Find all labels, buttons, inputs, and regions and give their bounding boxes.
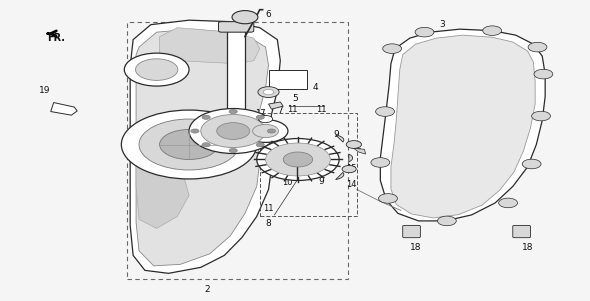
Circle shape <box>139 119 239 170</box>
Circle shape <box>256 115 264 119</box>
Text: 15: 15 <box>346 164 356 173</box>
Circle shape <box>346 141 362 148</box>
Circle shape <box>243 119 288 142</box>
Text: 4: 4 <box>313 83 319 92</box>
Text: 13: 13 <box>230 128 242 137</box>
Text: 5: 5 <box>292 94 298 103</box>
Circle shape <box>415 27 434 37</box>
Polygon shape <box>354 148 366 154</box>
Circle shape <box>437 216 456 226</box>
Text: 11: 11 <box>263 203 274 213</box>
Bar <box>268 70 307 89</box>
Polygon shape <box>349 154 353 162</box>
Circle shape <box>528 42 547 52</box>
Text: 3: 3 <box>440 20 445 29</box>
Circle shape <box>217 123 250 139</box>
Circle shape <box>263 89 274 95</box>
Circle shape <box>371 158 390 167</box>
Text: 16: 16 <box>127 67 139 76</box>
Circle shape <box>266 143 330 176</box>
Circle shape <box>189 109 277 154</box>
Circle shape <box>160 129 218 160</box>
Polygon shape <box>160 28 260 64</box>
Text: 12: 12 <box>352 141 362 150</box>
Circle shape <box>499 198 517 208</box>
FancyBboxPatch shape <box>513 225 530 238</box>
Text: 18: 18 <box>410 244 421 252</box>
FancyBboxPatch shape <box>403 225 420 238</box>
Text: 7: 7 <box>277 106 283 115</box>
Circle shape <box>483 26 501 36</box>
Text: 19: 19 <box>39 86 51 95</box>
Polygon shape <box>130 20 280 273</box>
Polygon shape <box>51 103 77 115</box>
Circle shape <box>376 107 395 116</box>
Text: 11: 11 <box>287 105 297 114</box>
Text: 17: 17 <box>255 109 266 118</box>
Bar <box>127 22 348 279</box>
Circle shape <box>122 110 257 179</box>
Circle shape <box>379 194 398 203</box>
Text: 6: 6 <box>266 10 271 19</box>
Text: 21: 21 <box>216 152 227 161</box>
Text: 20: 20 <box>257 152 268 161</box>
Polygon shape <box>381 29 545 221</box>
Circle shape <box>253 124 278 138</box>
Text: 10: 10 <box>282 178 293 187</box>
Circle shape <box>342 166 356 173</box>
Bar <box>260 113 357 216</box>
Text: 2: 2 <box>204 285 209 294</box>
Text: 11: 11 <box>316 105 327 114</box>
Circle shape <box>229 148 237 153</box>
Circle shape <box>229 110 237 114</box>
Circle shape <box>201 115 266 147</box>
Polygon shape <box>336 172 344 180</box>
Circle shape <box>124 53 189 86</box>
Circle shape <box>232 11 258 24</box>
Text: 9: 9 <box>319 177 324 185</box>
FancyBboxPatch shape <box>218 22 254 32</box>
Circle shape <box>191 129 199 133</box>
Circle shape <box>202 143 210 147</box>
Circle shape <box>202 115 210 119</box>
Polygon shape <box>268 102 283 109</box>
Polygon shape <box>336 135 344 142</box>
Circle shape <box>256 143 264 147</box>
Circle shape <box>283 152 313 167</box>
Bar <box>227 31 245 120</box>
Text: 14: 14 <box>346 180 356 188</box>
Polygon shape <box>136 157 189 228</box>
Text: FR.: FR. <box>48 33 65 43</box>
Circle shape <box>522 159 541 169</box>
Text: 9: 9 <box>324 155 330 164</box>
Circle shape <box>258 116 273 123</box>
Circle shape <box>383 44 402 53</box>
Circle shape <box>267 129 276 133</box>
Polygon shape <box>136 29 268 266</box>
Text: 8: 8 <box>266 219 271 228</box>
Circle shape <box>534 69 553 79</box>
Circle shape <box>257 138 339 181</box>
Text: 9: 9 <box>333 129 339 138</box>
Circle shape <box>532 111 550 121</box>
Circle shape <box>136 59 178 80</box>
Text: 18: 18 <box>522 244 533 252</box>
Polygon shape <box>391 35 535 218</box>
Circle shape <box>258 87 279 98</box>
